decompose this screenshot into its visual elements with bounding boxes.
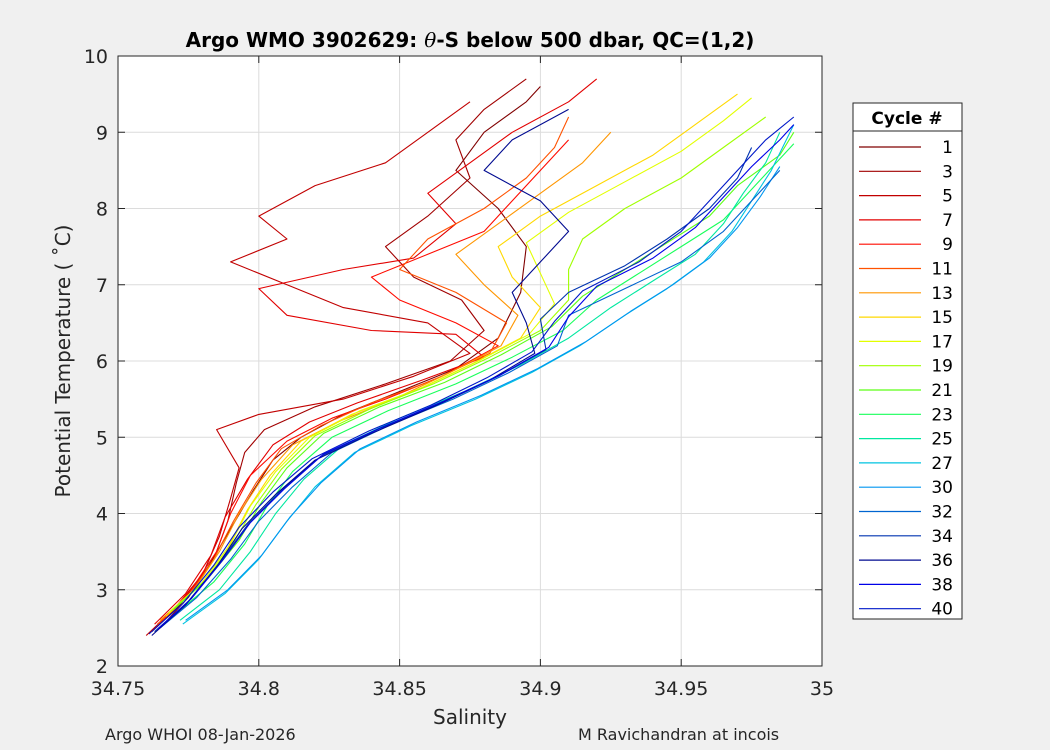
chart-title: Argo WMO 3902629: θ-S below 500 dbar, QC… xyxy=(186,28,755,52)
y-axis-label: Potential Temperature ( ˚C) xyxy=(51,225,75,498)
legend-entry-label: 9 xyxy=(942,235,953,255)
y-tick-label: 2 xyxy=(96,656,108,678)
series-line-cycle-36 xyxy=(151,108,570,636)
series-line-cycle-40 xyxy=(148,116,795,635)
y-tick-label: 6 xyxy=(96,351,108,373)
legend-entry-label: 7 xyxy=(942,211,953,231)
legend-entry-label: 21 xyxy=(931,381,953,401)
legend-entry-label: 36 xyxy=(931,551,953,571)
grid xyxy=(118,56,822,666)
y-tick-label: 4 xyxy=(96,504,108,526)
legend-entry-label: 1 xyxy=(942,138,953,158)
y-tick-label: 10 xyxy=(84,46,108,68)
legend-entry-label: 11 xyxy=(931,260,953,280)
legend-entry-label: 27 xyxy=(931,454,953,474)
x-tick-label: 34.9 xyxy=(519,678,561,700)
legend-entry-label: 19 xyxy=(931,357,953,377)
x-tick-label: 34.95 xyxy=(654,678,708,700)
legend: Cycle # 13579111315171921232527303234363… xyxy=(852,102,963,620)
series-line-cycle-30 xyxy=(185,166,781,621)
footer-source: Argo WHOI 08-Jan-2026 xyxy=(105,725,296,744)
series-line-cycle-32 xyxy=(159,170,781,629)
x-tick-label: 34.8 xyxy=(238,678,280,700)
series-line-cycle-1 xyxy=(151,86,541,633)
series-line-cycle-25 xyxy=(179,132,781,621)
axis-ticks: 34.75 34.8 34.85 34.9 34.95 35 2 3 4 5 6 7 8 9 10 xyxy=(84,46,834,700)
x-tick-label: 34.85 xyxy=(372,678,426,700)
legend-entry-label: 30 xyxy=(931,478,953,498)
legend-entry-label: 34 xyxy=(931,527,953,547)
theta-symbol: θ xyxy=(424,28,436,52)
y-tick-label: 8 xyxy=(96,199,108,221)
y-tick-label: 5 xyxy=(96,427,108,449)
legend-box xyxy=(852,102,963,620)
legend-entry-label: 5 xyxy=(942,187,953,207)
legend-entry-label: 40 xyxy=(931,600,953,620)
legend-entry-label: 25 xyxy=(931,430,953,450)
x-axis-label: Salinity xyxy=(433,705,507,729)
legend-title: Cycle # xyxy=(871,109,942,129)
series-lines xyxy=(145,78,795,636)
legend-entry-label: 23 xyxy=(931,405,953,425)
x-tick-label: 35 xyxy=(810,678,834,700)
legend-entry-label: 38 xyxy=(931,575,953,595)
legend-entry-label: 3 xyxy=(942,162,953,182)
footer-credit: M Ravichandran at incois xyxy=(578,725,780,744)
legend-entry-label: 17 xyxy=(931,332,953,352)
x-tick-label: 34.75 xyxy=(91,678,145,700)
series-line-cycle-15 xyxy=(165,93,738,617)
y-tick-label: 3 xyxy=(96,580,108,602)
legend-entry-label: 32 xyxy=(931,503,953,523)
series-line-cycle-21 xyxy=(173,132,795,610)
y-tick-label: 9 xyxy=(96,122,108,144)
legend-entry-label: 13 xyxy=(931,284,953,304)
series-line-cycle-38 xyxy=(157,124,795,630)
legend-entry-label: 15 xyxy=(931,308,953,328)
series-line-cycle-17 xyxy=(168,97,752,614)
series-line-cycle-9 xyxy=(162,139,570,621)
series-line-cycle-13 xyxy=(159,131,612,621)
series-line-cycle-7 xyxy=(154,78,598,625)
y-tick-label: 7 xyxy=(96,275,108,297)
